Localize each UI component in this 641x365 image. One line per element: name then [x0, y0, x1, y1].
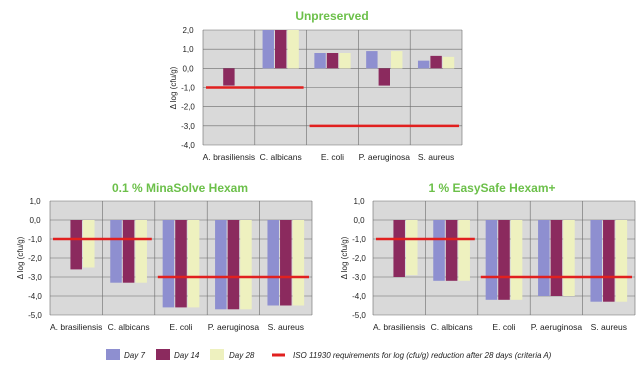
- chart-title: Unpreserved: [295, 9, 368, 23]
- x-tick-label: P. aeruginosa: [531, 322, 583, 332]
- bar-day-7-s-aureus: [267, 220, 279, 306]
- bar-day-14-c-albicans: [122, 220, 135, 283]
- bar-day-14-s-aureus: [603, 220, 615, 302]
- chart-title: 0.1 % MinaSolve Hexam: [112, 181, 248, 195]
- legend-swatch-day28: [210, 349, 224, 360]
- legend-label-day14: Day 14: [174, 351, 200, 360]
- y-tick-label: -1,0: [181, 84, 195, 93]
- bar-day-7-c-albicans: [433, 220, 445, 281]
- plot-area: 2,0 1,0 0,0 -1,0 -2,0 -3,0 -4,0 A. brasiliensis…: [181, 26, 463, 162]
- x-tick-label: E. coli: [169, 322, 192, 332]
- plot-area: 1,0 0,0 -1,0 -2,0 -3,0 -4,0 -5,0 A. brasiliensi…: [352, 197, 636, 332]
- bar-day-14-c-albicans: [275, 30, 287, 69]
- chart-minasolve: 0.1 % MinaSolve Hexam Δ log (cfu/g) 1,0 0…: [16, 181, 313, 332]
- x-tick-label: E. coli: [492, 322, 515, 332]
- bar-day-14-p-aeruginosa: [378, 68, 390, 86]
- legend-swatch-day14: [156, 349, 170, 360]
- bar-day-7-e-coli: [485, 220, 498, 300]
- bar-day-28-e-coli: [510, 220, 523, 300]
- chart-title: 1 % EasySafe Hexam+: [428, 181, 555, 195]
- y-axis-label: Δ log (cfu/g): [169, 66, 178, 109]
- legend-reference-label: ISO 11930 requirements for log (cfu/g) r…: [293, 351, 552, 360]
- bar-day-7-s-aureus: [417, 60, 430, 69]
- x-tick-label: A. brasiliensis: [50, 322, 102, 332]
- bar-day-14-a-brasiliensis: [223, 68, 235, 86]
- bar-day-14-p-aeruginosa: [227, 220, 240, 310]
- bar-day-14-e-coli: [175, 220, 187, 308]
- y-tick-label: -5,0: [352, 311, 366, 320]
- bar-day-7-s-aureus: [590, 220, 602, 302]
- y-tick-label: 0,0: [353, 216, 365, 225]
- y-tick-label: 1,0: [182, 45, 194, 54]
- y-tick-label: -2,0: [352, 254, 366, 263]
- bar-day-14-c-albicans: [445, 220, 458, 281]
- y-tick-label: -5,0: [28, 311, 42, 320]
- chart-unpreserved: Unpreserved Δ log (cfu/g) 2,0 1,0 0,0 -1,0 -…: [169, 9, 463, 162]
- bar-day-28-e-coli: [187, 220, 200, 308]
- legend-swatch-day7: [106, 349, 120, 360]
- bar-day-7-c-albicans: [110, 220, 122, 283]
- y-tick-label: 2,0: [182, 26, 194, 35]
- bar-day-28-a-brasiliensis: [406, 220, 418, 276]
- bar-day-7-e-coli: [162, 220, 175, 308]
- bar-day-28-c-albicans: [135, 220, 147, 283]
- bar-day-7-p-aeruginosa: [366, 51, 378, 69]
- y-tick-label: -2,0: [181, 103, 195, 112]
- bar-day-14-s-aureus: [280, 220, 292, 306]
- bar-day-28-p-aeruginosa: [563, 220, 575, 296]
- bar-day-7-p-aeruginosa: [215, 220, 227, 310]
- y-tick-label: -2,0: [28, 254, 42, 263]
- bar-day-28-s-aureus: [292, 220, 305, 306]
- bar-day-14-a-brasiliensis: [393, 220, 405, 277]
- y-tick-label: -3,0: [181, 122, 195, 131]
- bar-day-14-e-coli: [498, 220, 510, 300]
- bar-day-14-s-aureus: [430, 55, 442, 69]
- bar-day-14-a-brasiliensis: [70, 220, 82, 270]
- y-tick-label: -3,0: [352, 273, 366, 282]
- x-tick-label: C. albicans: [431, 322, 473, 332]
- bar-day-28-a-brasiliensis: [83, 220, 95, 268]
- bar-day-28-p-aeruginosa: [240, 220, 252, 310]
- y-tick-label: 0,0: [182, 64, 194, 73]
- x-tick-label: A. brasiliensis: [373, 322, 425, 332]
- bar-day-28-s-aureus: [442, 56, 455, 69]
- y-tick-label: 0,0: [29, 216, 41, 225]
- y-axis-label: Δ log (cfu/g): [16, 236, 25, 279]
- bar-day-28-s-aureus: [615, 220, 628, 302]
- bar-day-7-p-aeruginosa: [538, 220, 550, 296]
- x-tick-label: A. brasiliensis: [203, 152, 255, 162]
- bar-day-14-e-coli: [326, 53, 339, 69]
- bar-day-28-c-albicans: [287, 30, 299, 69]
- bar-day-7-c-albicans: [262, 30, 274, 69]
- chart-easysafe: 1 % EasySafe Hexam+ Δ log (cfu/g) 1,0 0,0…: [340, 181, 636, 332]
- x-tick-label: P. aeruginosa: [359, 152, 411, 162]
- y-tick-label: -4,0: [352, 292, 366, 301]
- x-tick-label: S. aureus: [418, 152, 454, 162]
- x-tick-label: C. albicans: [108, 322, 150, 332]
- legend-label-day28: Day 28: [229, 351, 255, 360]
- y-tick-label: -1,0: [352, 235, 366, 244]
- y-axis-label: Δ log (cfu/g): [340, 236, 349, 279]
- x-tick-label: S. aureus: [268, 322, 304, 332]
- y-tick-label: -4,0: [181, 141, 195, 150]
- x-tick-label: S. aureus: [591, 322, 627, 332]
- legend: Day 7 Day 14 Day 28 ISO 11930 requiremen…: [106, 349, 552, 360]
- y-tick-label: -4,0: [28, 292, 42, 301]
- bar-day-28-p-aeruginosa: [391, 51, 403, 69]
- plot-area: 1,0 0,0 -1,0 -2,0 -3,0 -4,0 -5,0 A. brasiliensi…: [28, 197, 313, 332]
- x-tick-label: C. albicans: [260, 152, 302, 162]
- legend-label-day7: Day 7: [124, 351, 145, 360]
- bar-day-28-c-albicans: [458, 220, 470, 281]
- bar-day-28-e-coli: [339, 53, 351, 69]
- y-tick-label: -1,0: [28, 235, 42, 244]
- y-tick-label: -3,0: [28, 273, 42, 282]
- x-tick-label: P. aeruginosa: [208, 322, 260, 332]
- x-tick-label: E. coli: [321, 152, 344, 162]
- bar-day-7-e-coli: [314, 53, 326, 69]
- y-tick-label: 1,0: [353, 197, 365, 206]
- y-tick-label: 1,0: [29, 197, 41, 206]
- bar-day-14-p-aeruginosa: [550, 220, 563, 296]
